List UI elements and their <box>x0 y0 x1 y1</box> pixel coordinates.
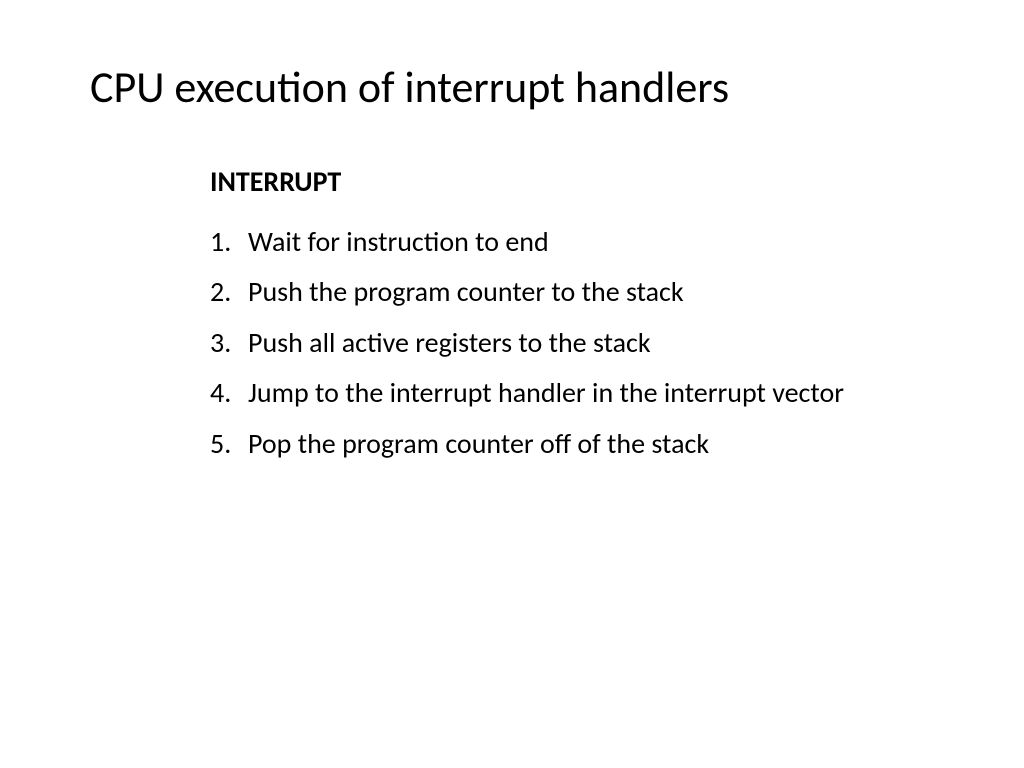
list-item-text: Wait for instruction to end <box>248 217 894 267</box>
slide-container: CPU execution of interrupt handlers INTE… <box>0 0 1024 768</box>
subheading: INTERRUPT <box>210 164 894 199</box>
list-item-text: Jump to the interrupt handler in the int… <box>248 368 894 418</box>
slide-title: CPU execution of interrupt handlers <box>90 60 934 114</box>
list-item-number: 1. <box>210 217 248 267</box>
list-item: 5. Pop the program counter off of the st… <box>210 419 894 469</box>
list-item: 1. Wait for instruction to end <box>210 217 894 267</box>
list-item-text: Pop the program counter off of the stack <box>248 419 894 469</box>
list-item-text: Push the program counter to the stack <box>248 267 894 317</box>
list-item-text: Push all active registers to the stack <box>248 318 894 368</box>
list-item: 4. Jump to the interrupt handler in the … <box>210 368 894 418</box>
list-item-number: 5. <box>210 419 248 469</box>
list-item: 3. Push all active registers to the stac… <box>210 318 894 368</box>
slide-content: INTERRUPT 1. Wait for instruction to end… <box>90 164 934 469</box>
list-item-number: 4. <box>210 368 248 418</box>
list-item-number: 3. <box>210 318 248 368</box>
list-item: 2. Push the program counter to the stack <box>210 267 894 317</box>
list-item-number: 2. <box>210 267 248 317</box>
